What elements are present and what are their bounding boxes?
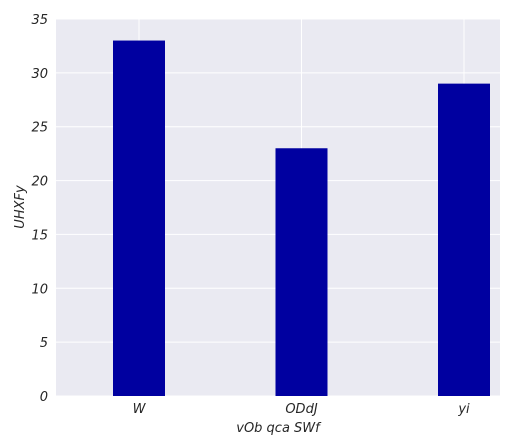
y-tick-label: 30 — [31, 67, 48, 82]
y-axis-label: UHXFy — [13, 185, 28, 229]
y-tick-label: 25 — [31, 121, 48, 136]
bar — [275, 148, 328, 396]
y-tick-label: 35 — [31, 13, 48, 28]
y-tick-label: 0 — [40, 390, 48, 405]
y-tick-label: 10 — [31, 282, 48, 297]
bars — [113, 40, 490, 397]
x-tick-label: yi — [457, 402, 470, 417]
x-tick-label: W — [133, 402, 147, 417]
y-tick-label: 20 — [31, 175, 48, 190]
x-tick-label: ODdJ — [285, 402, 317, 417]
y-tick-label: 5 — [40, 336, 48, 351]
x-axis-label: vOb qca SWf — [236, 421, 322, 436]
bar — [438, 83, 490, 396]
y-tick-label: 15 — [31, 228, 48, 243]
x-tick-labels: W ODdJ yi — [133, 402, 470, 417]
y-tick-labels: 0 5 10 15 20 25 30 35 — [31, 13, 48, 405]
bar — [113, 40, 165, 397]
